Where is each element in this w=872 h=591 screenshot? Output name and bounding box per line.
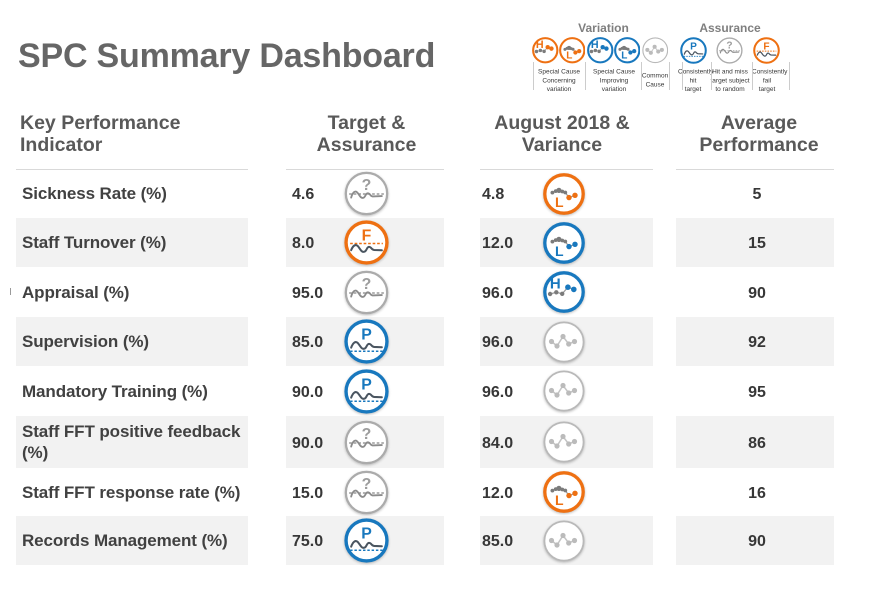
svg-text:L: L <box>555 492 564 508</box>
svg-text:P: P <box>361 326 372 343</box>
svg-text:L: L <box>555 194 564 210</box>
svg-text:P: P <box>690 41 697 52</box>
svg-text:L: L <box>621 51 627 62</box>
svg-text:H: H <box>550 275 561 292</box>
svg-text:P: P <box>361 525 372 542</box>
svg-text:?: ? <box>362 275 372 292</box>
svg-text:?: ? <box>726 40 732 51</box>
svg-text:P: P <box>361 376 372 393</box>
svg-text:L: L <box>555 243 564 259</box>
svg-text:L: L <box>566 51 572 62</box>
svg-text:?: ? <box>362 425 372 442</box>
svg-text:H: H <box>591 39 599 51</box>
svg-text:?: ? <box>362 475 372 492</box>
svg-text:H: H <box>536 39 544 51</box>
svg-text:?: ? <box>362 177 372 194</box>
svg-text:F: F <box>763 41 769 52</box>
svg-text:F: F <box>362 227 372 244</box>
